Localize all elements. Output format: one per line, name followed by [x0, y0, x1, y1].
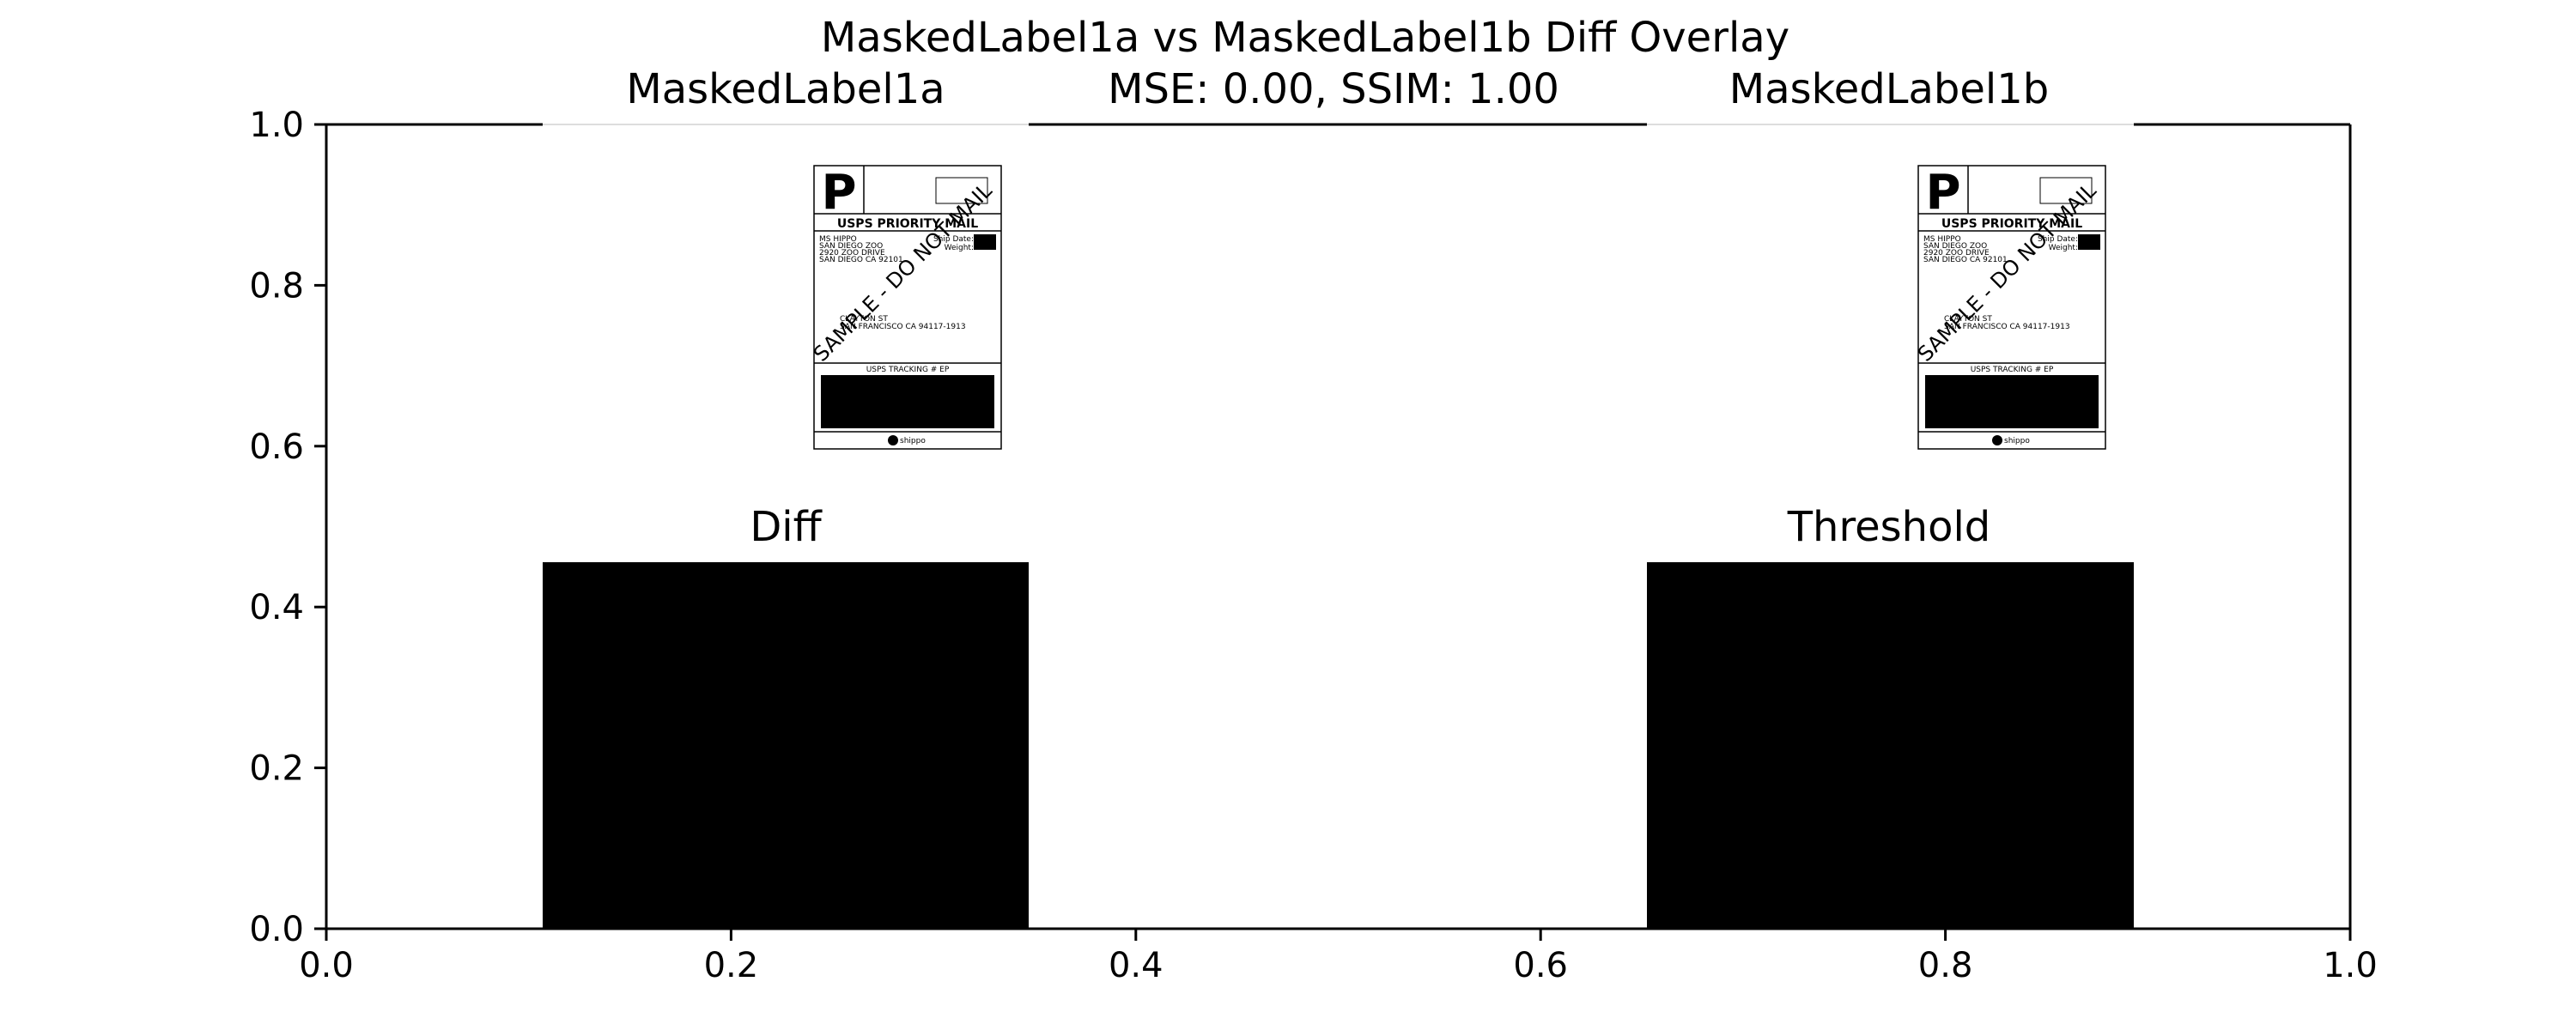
label-footer-brand: shippo [2004, 437, 2030, 445]
y-axis: 0.0 0.2 0.4 0.6 0.8 1.0 [249, 106, 326, 949]
x-axis: 0.0 0.2 0.4 0.6 0.8 1.0 [299, 929, 2378, 985]
shippo-logo-icon [888, 435, 898, 445]
label-image-1b: P USPS PRIORITY MAIL MS HIPPO SAN DIEGO … [1913, 165, 2106, 450]
panel-title-masked-label-1b: MaskedLabel1b [1729, 65, 2049, 113]
label-image-1a: P USPS PRIORITY MAIL MS HIPPO SAN DIEGO … [809, 165, 1002, 450]
y-tick-label: 0.8 [249, 266, 304, 306]
x-tick-label: 1.0 [2323, 946, 2378, 985]
chart-title: MaskedLabel1a vs MaskedLabel1b Diff Over… [821, 14, 1789, 62]
x-tick-label: 0.6 [1513, 946, 1568, 985]
label-sender-line: SAN DIEGO CA 92101 [819, 256, 903, 264]
label-service: USPS PRIORITY MAIL [1941, 217, 2082, 231]
label-footer-brand: shippo [900, 437, 926, 445]
label-ship-meta: Weight: [2049, 244, 2078, 252]
label-service: USPS PRIORITY MAIL [837, 217, 978, 231]
diff-image [543, 562, 1029, 929]
y-tick-label: 0.0 [249, 910, 304, 949]
label-ship-meta: Weight: [945, 244, 974, 252]
label-ship-meta: Ship Date: [2038, 235, 2078, 244]
label-sender-line: SAN DIEGO ZOO [1923, 242, 1987, 251]
label-recipient-line: SAN FRANCISCO CA 94117-1913 [840, 323, 966, 331]
label-recipient-line: CLAYTON ST [1944, 315, 1992, 324]
y-tick-label: 0.2 [249, 749, 304, 789]
label-ship-meta: Ship Date: [933, 235, 974, 244]
panel-title-threshold: Threshold [1787, 503, 1991, 551]
x-tick-label: 0.8 [1918, 946, 1973, 985]
label-tracking-header: USPS TRACKING # EP [866, 366, 950, 374]
y-tick-label: 0.4 [249, 588, 304, 627]
x-tick-label: 0.2 [704, 946, 759, 985]
label-sender-line: MS HIPPO [819, 235, 857, 244]
label-barcode [821, 375, 994, 428]
x-tick-label: 0.4 [1109, 946, 1163, 985]
y-tick-label: 1.0 [249, 106, 304, 145]
label-logo-letter: P [821, 165, 856, 221]
panel-title-diff: Diff [750, 503, 822, 551]
y-tick-label: 0.6 [249, 427, 304, 467]
label-sender-line: 2920 ZOO DRIVE [1923, 249, 1990, 258]
metrics-label: MSE: 0.00, SSIM: 1.00 [1108, 65, 1559, 113]
threshold-image [1647, 562, 2134, 929]
shippo-logo-icon [1992, 435, 2002, 445]
label-recipient-line: CLAYTON ST [840, 315, 888, 324]
x-tick-label: 0.0 [299, 946, 354, 985]
label-barcode [1925, 375, 2099, 428]
label-sender-line: SAN DIEGO CA 92101 [1923, 256, 2008, 264]
label-sender-line: SAN DIEGO ZOO [819, 242, 883, 251]
label-logo-letter: P [1925, 165, 1960, 221]
panel-title-masked-label-1a: MaskedLabel1a [626, 65, 945, 113]
label-sender-line: 2920 ZOO DRIVE [819, 249, 885, 258]
label-sender-line: MS HIPPO [1923, 235, 1961, 244]
label-recipient-line: SAN FRANCISCO CA 94117-1913 [1944, 323, 2070, 331]
label-tracking-header: USPS TRACKING # EP [1971, 366, 2054, 374]
